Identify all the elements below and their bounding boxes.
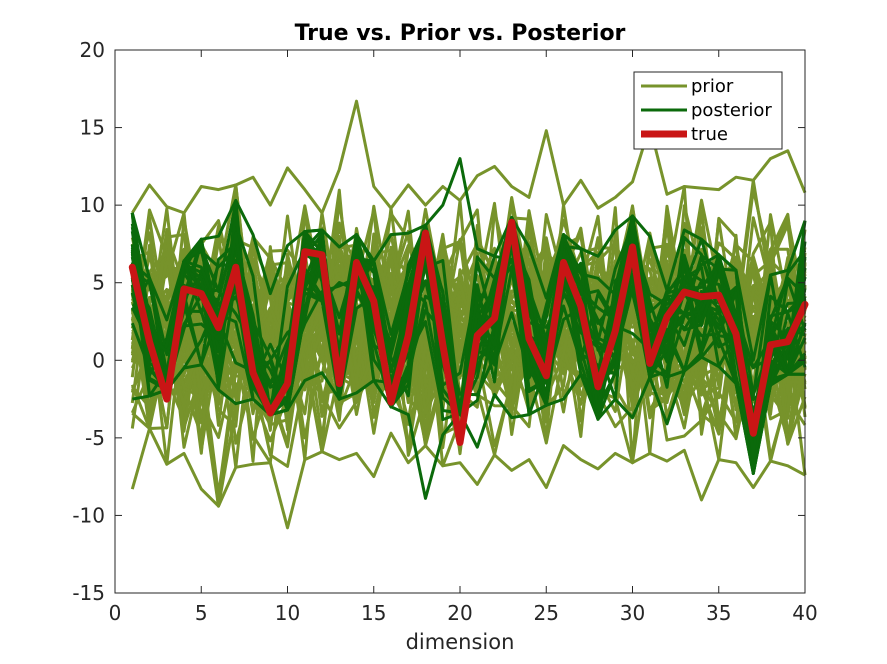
chart-title: True vs. Prior vs. Posterior (295, 21, 626, 46)
posterior-sample-line (130, 157, 807, 362)
prior-sample-line (131, 99, 807, 215)
true-line (128, 218, 809, 446)
posterior-sample-line (132, 355, 805, 500)
x-tick-label: 10 (275, 601, 300, 625)
axis-ticks: 0 5 10 15 20 25 30 35 40 -15 -10 -5 0 5 10 15 20 (72, 38, 817, 625)
x-tick-label: 15 (361, 601, 386, 625)
y-tick-label: 5 (92, 271, 105, 295)
x-tick-label: 30 (620, 601, 645, 625)
y-tick-label: -5 (85, 426, 105, 450)
x-tick-label: 5 (195, 601, 208, 625)
prior-sample-line (130, 427, 806, 530)
legend: prior posterior true (633, 71, 783, 150)
x-axis-label: dimension (406, 630, 515, 654)
legend-label-true: true (691, 124, 728, 145)
y-tick-label: 15 (80, 116, 105, 140)
x-tick-label: 35 (706, 601, 731, 625)
y-tick-label: 0 (92, 348, 105, 372)
x-tick-label: 0 (109, 601, 122, 625)
x-tick-label: 25 (534, 601, 559, 625)
y-tick-label: 20 (80, 38, 105, 62)
legend-label-posterior: posterior (691, 100, 772, 121)
legend-label-prior: prior (691, 76, 734, 97)
x-tick-label: 20 (447, 601, 472, 625)
y-tick-label: -10 (72, 503, 105, 527)
y-tick-label: 10 (80, 193, 105, 217)
y-tick-label: -15 (72, 581, 105, 605)
true-series-group (128, 218, 809, 446)
x-tick-label: 40 (792, 601, 817, 625)
